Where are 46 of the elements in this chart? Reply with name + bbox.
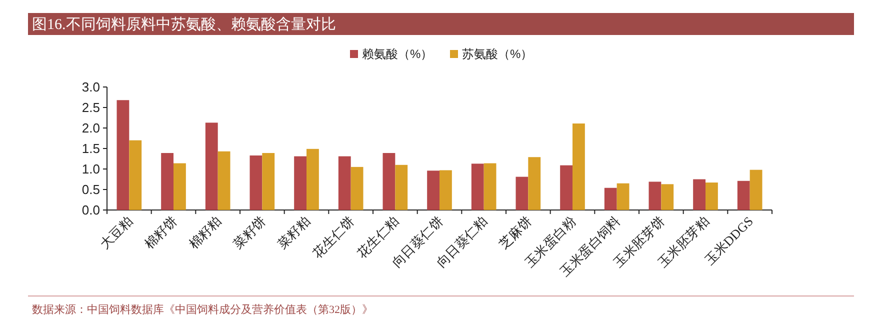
bar [560, 165, 572, 210]
x-tick-label: 棉籽饼 [141, 214, 180, 252]
bar [382, 153, 396, 210]
bar [174, 163, 186, 210]
y-tick-label: 0.0 [82, 202, 100, 218]
bar [350, 166, 364, 210]
legend-label: 苏氨酸（%） [462, 47, 533, 61]
bar [338, 156, 351, 210]
bar [616, 183, 630, 210]
bar [471, 164, 484, 210]
bar [129, 140, 142, 210]
bar [161, 153, 174, 210]
bar [205, 122, 218, 210]
y-tick-label: 2.5 [82, 100, 100, 115]
y-tick-label: 0.5 [82, 182, 100, 197]
y-tick-label: 1.5 [82, 141, 100, 156]
y-tick-label: 2.0 [82, 120, 100, 136]
bar [440, 170, 452, 210]
bar [750, 170, 762, 210]
bar [693, 179, 706, 210]
chart-title: 图16.不同饲料原料中苏氨酸、赖氨酸含量对比 [32, 16, 336, 33]
bar [604, 188, 617, 210]
bar [262, 153, 275, 210]
source-note: 数据来源：中国饲料数据库《中国饲料成分及营养价值表（第32版）》 [32, 303, 373, 316]
bar [250, 155, 262, 210]
bar [516, 176, 528, 210]
x-tick-label: 棉籽粕 [186, 214, 224, 252]
bar [661, 184, 674, 210]
x-tick-label: 菜籽饼 [230, 214, 268, 252]
bar [706, 182, 718, 210]
y-tick-label: 1.0 [82, 162, 100, 176]
x-tick-label: 大豆粕 [97, 214, 136, 252]
y-tick-label: 3.0 [82, 80, 100, 94]
bar [218, 151, 230, 210]
bar [572, 123, 585, 210]
bar [484, 163, 496, 210]
bar [116, 100, 130, 210]
bar [306, 148, 319, 210]
x-tick-label: 芝麻饼 [496, 214, 534, 252]
bar [737, 180, 750, 210]
bar [648, 182, 662, 210]
bar [528, 157, 541, 210]
legend-label: 赖氨酸（%） [362, 47, 433, 61]
bar [427, 170, 440, 210]
bar [294, 156, 306, 210]
bar [395, 164, 408, 210]
